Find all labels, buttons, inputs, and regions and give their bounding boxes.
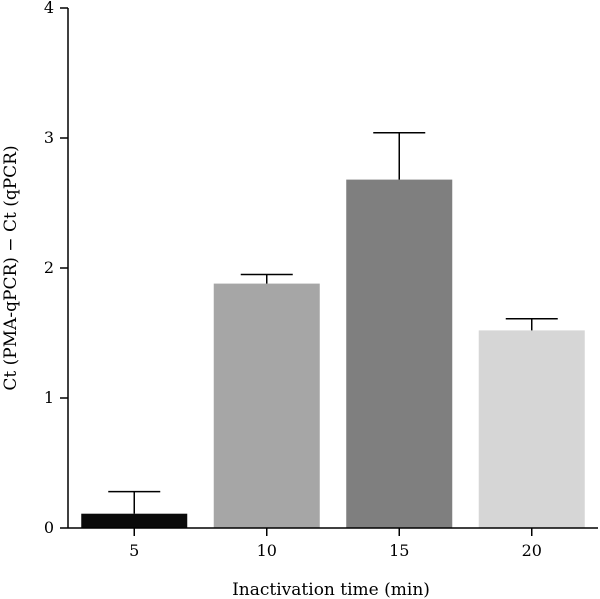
x-tick-label: 5 [129, 541, 139, 560]
bar [213, 283, 320, 528]
y-axis-title: Ct (PMA-qPCR) − Ct (qPCR) [1, 145, 21, 390]
y-tick-label: 4 [44, 0, 54, 17]
error-bars-group [108, 132, 558, 514]
bars-group [81, 179, 585, 528]
y-tick-label: 0 [44, 518, 54, 537]
bar [478, 330, 585, 528]
x-ticks-group: 5 10 15 20 [129, 528, 542, 560]
bar [81, 513, 188, 528]
bar [346, 179, 453, 528]
y-tick-label: 3 [44, 128, 54, 147]
y-ticks-group: 0 1 2 3 4 [44, 0, 68, 537]
x-tick-label: 10 [257, 541, 277, 560]
x-tick-label: 15 [389, 541, 409, 560]
x-tick-label: 20 [522, 541, 542, 560]
x-axis-title: Inactivation time (min) [232, 580, 430, 599]
y-tick-label: 1 [44, 388, 54, 407]
y-tick-label: 2 [44, 258, 54, 277]
